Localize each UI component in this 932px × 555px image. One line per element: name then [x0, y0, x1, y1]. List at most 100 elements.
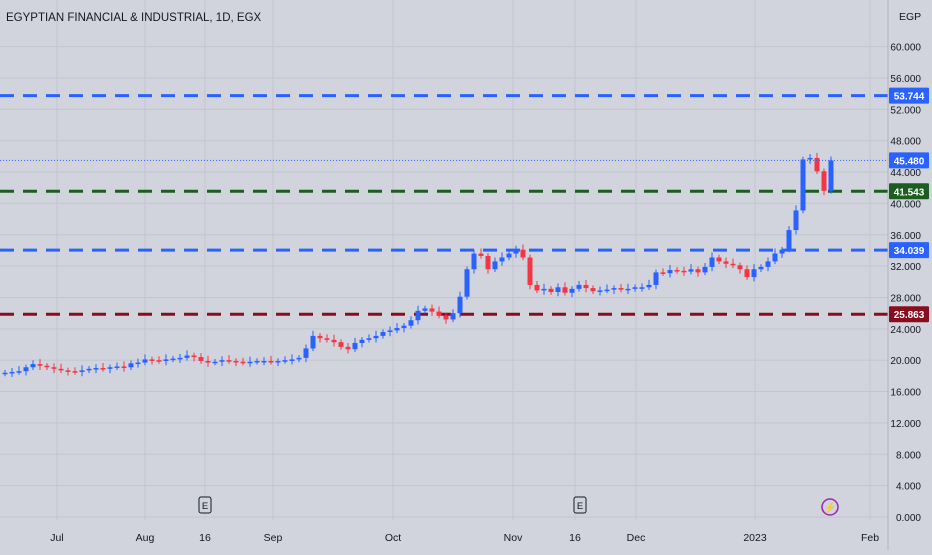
time-tick-label: Dec	[627, 532, 646, 544]
candle-body	[723, 261, 729, 264]
candle-body	[282, 360, 288, 362]
candle-body	[765, 261, 771, 267]
candle-body	[107, 367, 113, 369]
candle-body	[751, 269, 757, 278]
candle-body	[226, 360, 232, 362]
candle-body	[380, 331, 386, 336]
price-tick-label: 4.000	[896, 482, 921, 493]
level-price-tag	[889, 87, 929, 104]
candle-body	[653, 272, 659, 285]
candle-body	[492, 261, 498, 270]
candle-body	[373, 335, 379, 339]
candle-body	[814, 157, 820, 172]
earnings-marker-label: E	[577, 501, 583, 512]
level-price-tag	[889, 183, 929, 200]
candle-body	[240, 361, 246, 364]
price-tick-label: 36.000	[890, 231, 921, 242]
candle-body	[247, 361, 253, 364]
earnings-marker	[573, 496, 587, 514]
candle-body	[478, 253, 484, 256]
candle-body	[597, 290, 603, 292]
price-tick-label: 12.000	[890, 419, 921, 430]
candle-body	[807, 157, 813, 160]
candle-body	[352, 342, 358, 350]
candle-body	[660, 272, 666, 274]
candle-body	[744, 269, 750, 278]
candle-body	[58, 368, 64, 371]
candle-body	[737, 265, 743, 270]
candle-body	[268, 360, 274, 363]
candle-body	[520, 249, 526, 258]
candle-body	[800, 159, 806, 211]
time-tick-label: 16	[199, 532, 211, 544]
candle-body	[527, 257, 533, 285]
candle-body	[289, 359, 295, 361]
candle-body	[828, 160, 834, 191]
candle-body	[205, 360, 211, 363]
candle-body	[513, 249, 519, 254]
candle-body	[562, 287, 568, 293]
horizontal-levels	[0, 94, 888, 316]
price-tick-label: 52.000	[890, 105, 921, 116]
candle-body	[212, 361, 218, 364]
candle-body	[793, 210, 799, 231]
candle-body	[149, 359, 155, 361]
candle-body	[128, 363, 134, 368]
candle-body	[674, 270, 680, 272]
candle-body	[296, 357, 302, 360]
candle-body	[191, 355, 197, 358]
candle-body	[583, 284, 589, 289]
level-price-tag	[889, 242, 929, 259]
level-price-label: 41.543	[894, 187, 925, 198]
candle-body	[786, 230, 792, 250]
time-tick-label: Oct	[385, 532, 401, 544]
candle-body	[716, 257, 722, 262]
candle-body	[37, 364, 43, 366]
candle-body	[51, 367, 57, 369]
candle-body	[387, 330, 393, 332]
candle-body	[324, 338, 330, 340]
candle-body	[156, 360, 162, 362]
price-tick-label: 8.000	[896, 450, 921, 461]
candle-body	[310, 335, 316, 349]
candle-body	[772, 253, 778, 262]
price-tick-label: 44.000	[890, 168, 921, 179]
candle-body	[618, 288, 624, 290]
price-tick-label: 60.000	[890, 43, 921, 54]
event-markers: E E ⚡	[198, 496, 839, 516]
time-tick-label: Jul	[50, 532, 63, 544]
candle-body	[625, 288, 631, 291]
earnings-marker-label: E	[202, 501, 208, 512]
candle-body	[639, 287, 645, 289]
candle-body	[821, 171, 827, 191]
price-labels: 53.744 41.543 34.039 25.863 45.480	[889, 87, 929, 323]
price-tick-label: 28.000	[890, 293, 921, 304]
candle-body	[121, 366, 127, 368]
price-tick-label: 56.000	[890, 74, 921, 85]
candle-body	[695, 269, 701, 273]
time-tick-label: 16	[569, 532, 581, 544]
candle-body	[457, 296, 463, 314]
candle-body	[163, 359, 169, 361]
candle-body	[443, 315, 449, 320]
price-tick-label: 40.000	[890, 199, 921, 210]
price-tick-label: 0.000	[896, 513, 921, 524]
candle-body	[254, 360, 260, 363]
candle-body	[471, 253, 477, 270]
candle-body	[394, 328, 400, 331]
last-price-label: 45.480	[894, 156, 925, 167]
candle-body	[499, 257, 505, 262]
candle-body	[65, 370, 71, 372]
candle-body	[401, 325, 407, 329]
candle-body	[142, 359, 148, 363]
candle-body	[709, 257, 715, 267]
candle-body	[184, 355, 190, 358]
candle-body	[576, 284, 582, 289]
candle-body	[261, 360, 267, 363]
time-tick-label: 2023	[743, 532, 767, 544]
time-tick-label: Aug	[136, 532, 155, 544]
candle-body	[730, 263, 736, 266]
candle-body	[758, 266, 764, 270]
